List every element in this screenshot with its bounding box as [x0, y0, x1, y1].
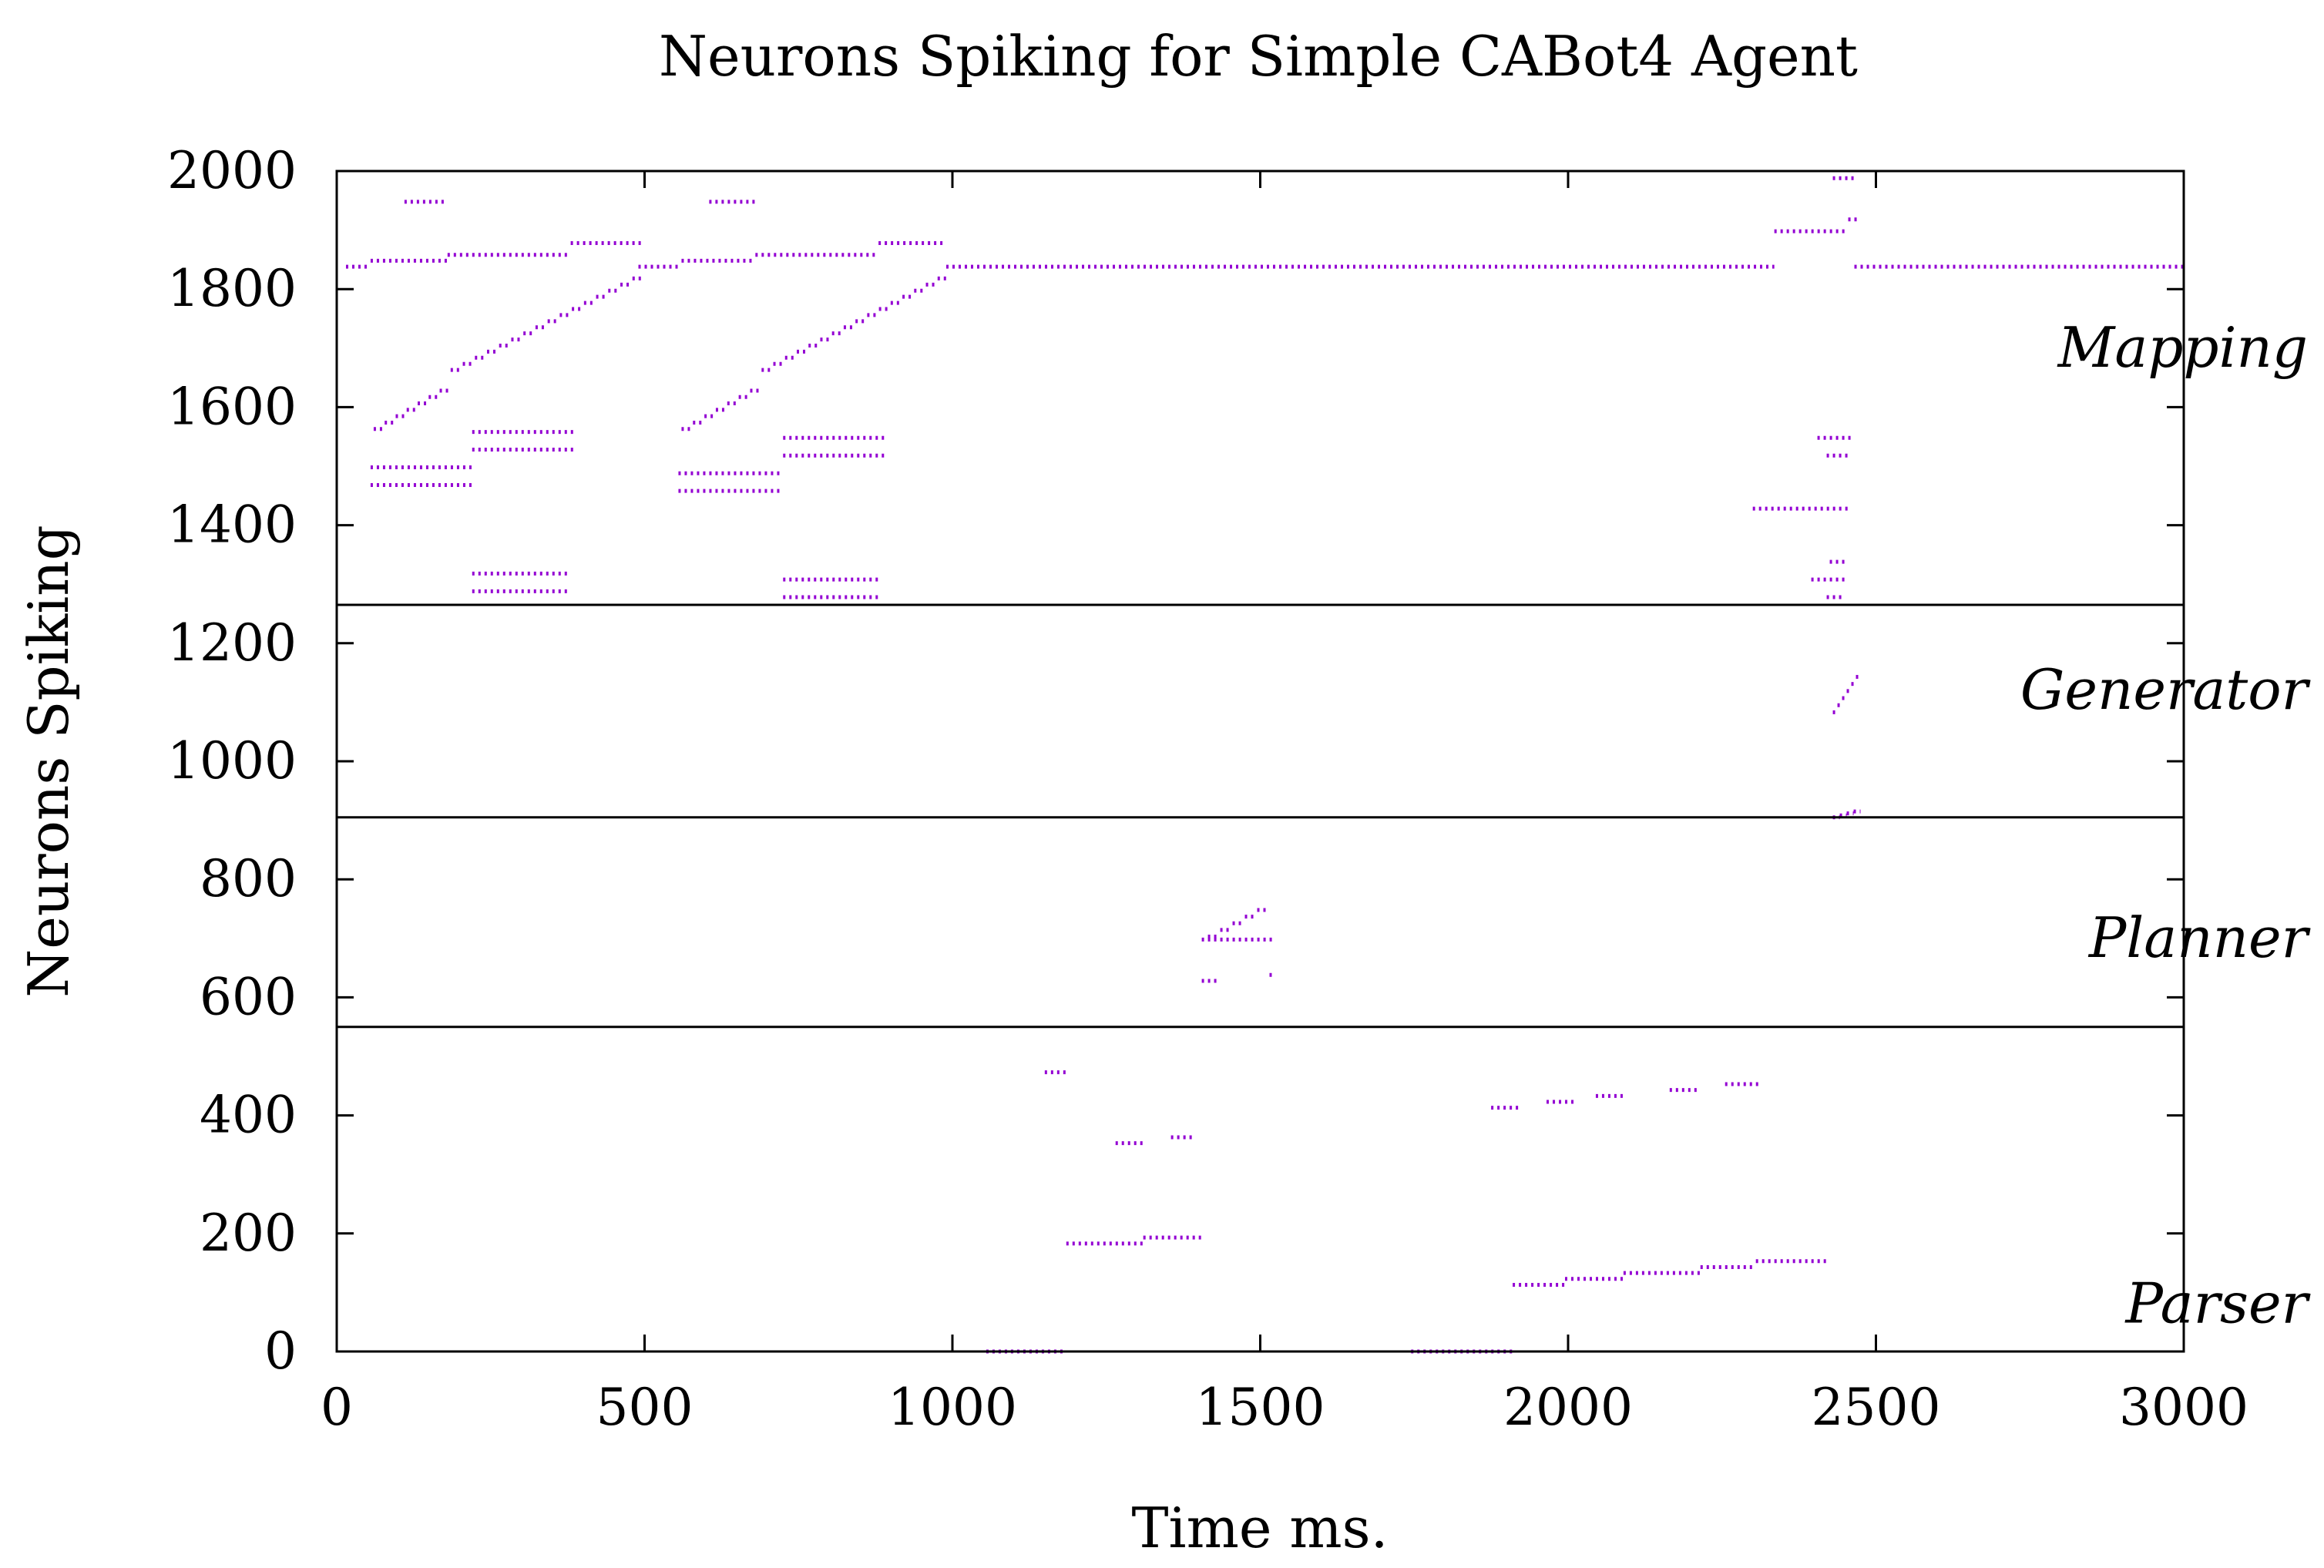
- y-axis-label: Neurons Spiking: [16, 525, 81, 998]
- x-tick-label: 1500: [1196, 1378, 1325, 1437]
- y-tick-label: 1200: [167, 613, 297, 673]
- y-tick-label: 400: [200, 1086, 297, 1145]
- x-tick-label: 0: [321, 1378, 353, 1437]
- module-labels: Mapping Generator Planner Parser: [2020, 315, 2311, 1336]
- y-tick-label: 0: [264, 1321, 297, 1381]
- module-separators: [337, 603, 2184, 1029]
- x-tick-label: 1000: [888, 1378, 1017, 1437]
- y-tick-label: 1400: [167, 495, 297, 555]
- x-tick-label: 500: [596, 1378, 694, 1437]
- x-tick-label: 2500: [1812, 1378, 1941, 1437]
- x-axis-label: Time ms.: [1132, 1496, 1389, 1560]
- chart-title: Neurons Spiking for Simple CABot4 Agent: [659, 24, 1858, 89]
- module-label-generator: Generator: [2020, 657, 2311, 722]
- y-tick-label: 600: [200, 967, 297, 1026]
- x-axis: 0 500 1000 1500 2000 2500 3000: [321, 171, 2248, 1437]
- module-label-planner: Planner: [2087, 905, 2311, 970]
- spike-points: [345, 176, 2184, 1354]
- y-tick-label: 1600: [167, 377, 297, 436]
- x-tick-label: 2000: [1503, 1378, 1633, 1437]
- module-label-parser: Parser: [2124, 1271, 2310, 1336]
- y-tick-label: 1000: [167, 731, 297, 791]
- module-label-mapping: Mapping: [2057, 315, 2308, 380]
- y-tick-label: 800: [200, 849, 297, 908]
- y-axis: 0 200 400 600 800 1000 1200 1400 1600 1800 2000: [167, 141, 2184, 1381]
- y-tick-label: 1800: [167, 259, 297, 318]
- y-tick-label: 200: [200, 1204, 297, 1263]
- y-tick-label: 2000: [167, 141, 297, 200]
- x-tick-label: 3000: [2119, 1378, 2248, 1437]
